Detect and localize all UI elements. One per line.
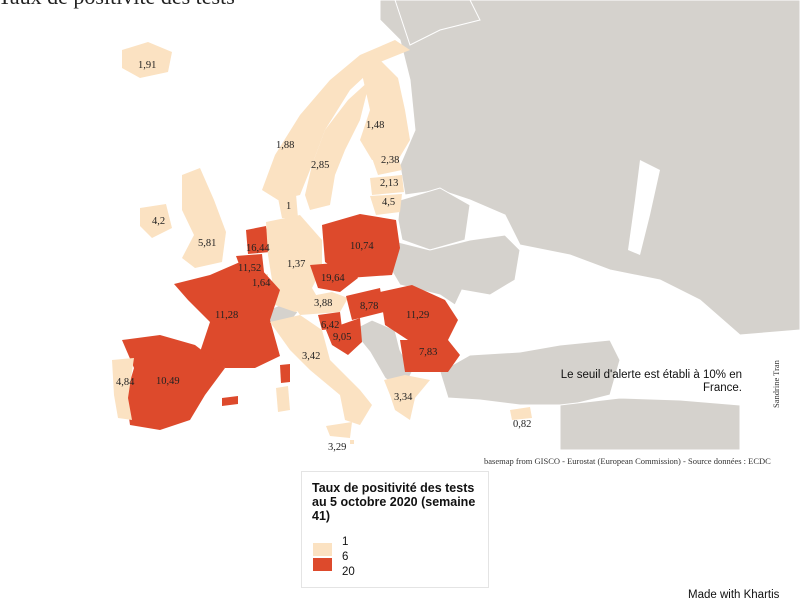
label-BE: 11,52 — [238, 263, 261, 274]
label-RO: 11,29 — [406, 310, 429, 321]
alert-annotation: Le seuil d'alerte est établi à 10% en Fr… — [560, 369, 742, 394]
source-credit: basemap from GISCO - Eurostat (European … — [484, 456, 771, 466]
turkey-land — [439, 339, 621, 406]
country-LV[interactable] — [370, 175, 404, 195]
author-credit: Sandrine Tran — [771, 360, 781, 408]
label-PL: 10,74 — [350, 241, 374, 252]
country-SI[interactable] — [318, 312, 342, 330]
label-DK: 1 — [286, 201, 291, 212]
legend-break-20: 20 — [342, 566, 355, 578]
ukraine-land — [389, 234, 521, 306]
country-GR[interactable] — [384, 375, 430, 420]
country-CZ[interactable] — [310, 262, 358, 292]
legend-break-6: 6 — [342, 551, 349, 563]
label-GR: 3,34 — [394, 392, 413, 403]
label-SE: 2,85 — [311, 160, 329, 171]
label-LV: 2,13 — [380, 178, 398, 189]
label-DE: 1,37 — [287, 259, 305, 270]
country-HU[interactable] — [346, 288, 384, 320]
country-FR-corsica[interactable] — [280, 364, 290, 383]
country-AT[interactable] — [290, 292, 348, 315]
label-CY: 0,82 — [513, 419, 531, 430]
country-FI[interactable] — [360, 60, 410, 160]
belarus-land — [397, 187, 471, 251]
country-HR[interactable] — [326, 318, 362, 355]
label-NL: 16,44 — [246, 243, 270, 254]
label-LU: 1,64 — [252, 278, 271, 289]
label-AT: 3,88 — [314, 298, 332, 309]
label-UK: 5,81 — [198, 238, 216, 249]
country-FR[interactable] — [174, 262, 280, 368]
country-IT[interactable] — [270, 315, 372, 425]
country-PT[interactable] — [112, 358, 134, 420]
country-DK[interactable] — [278, 194, 298, 218]
label-PT: 4,84 — [116, 377, 135, 388]
country-MT[interactable] — [350, 440, 354, 444]
basemap-other-countries — [262, 0, 800, 451]
country-IT-sicily[interactable] — [326, 422, 352, 438]
country-ES[interactable] — [122, 335, 225, 430]
europe-map: 1,91 1,88 2,85 1,48 2,38 2,13 4,5 1 4,2 … — [112, 0, 800, 453]
map-title: Taux de positivité des tests — [0, 0, 235, 10]
label-BG: 7,83 — [419, 347, 437, 358]
legend-swatch-high — [313, 558, 332, 571]
country-EE[interactable] — [372, 156, 402, 175]
data-countries — [112, 40, 532, 444]
middle-east-land — [559, 397, 741, 451]
label-LT: 4,5 — [382, 197, 395, 208]
caspian-sea — [628, 160, 660, 255]
legend-swatch-low — [313, 543, 332, 556]
label-HU: 8,78 — [360, 301, 378, 312]
country-LT[interactable] — [370, 194, 402, 215]
country-IT-sardinia[interactable] — [276, 386, 290, 412]
legend-box: Taux de positivité des tests au 5 octobr… — [301, 471, 489, 588]
country-DE[interactable] — [266, 215, 322, 312]
label-HR: 9,05 — [333, 332, 351, 343]
legend-title: Taux de positivité des tests au 5 octobr… — [312, 481, 476, 523]
label-IS: 1,91 — [138, 60, 156, 71]
country-IE[interactable] — [140, 204, 172, 238]
label-NO: 1,88 — [276, 140, 294, 151]
country-NL[interactable] — [246, 226, 270, 254]
label-CZ: 19,64 — [321, 273, 345, 284]
country-UK[interactable] — [182, 168, 226, 268]
label-IE: 4,2 — [152, 216, 165, 227]
label-EE: 2,38 — [381, 155, 399, 166]
label-FR: 11,28 — [215, 310, 238, 321]
russia-land — [379, 0, 800, 336]
label-FI: 1,48 — [366, 120, 384, 131]
country-PL[interactable] — [322, 214, 400, 278]
legend-break-1: 1 — [342, 536, 349, 548]
label-SI: 6,42 — [321, 320, 339, 331]
kola-land — [394, 0, 481, 46]
made-with-credit: Made with Khartis — [688, 589, 780, 601]
country-BG[interactable] — [400, 340, 460, 372]
country-IS[interactable] — [122, 42, 172, 78]
label-MT: 3,29 — [328, 442, 346, 453]
country-SE[interactable] — [305, 80, 370, 210]
label-IT: 3,42 — [302, 351, 320, 362]
country-NO[interactable] — [262, 40, 410, 200]
country-RO[interactable] — [380, 285, 458, 340]
label-ES: 10,49 — [156, 376, 180, 387]
value-labels: 1,91 1,88 2,85 1,48 2,38 2,13 4,5 1 4,2 … — [116, 60, 531, 453]
country-ES-baleares[interactable] — [222, 396, 238, 406]
black-sea — [455, 300, 540, 350]
country-CY[interactable] — [510, 407, 532, 420]
